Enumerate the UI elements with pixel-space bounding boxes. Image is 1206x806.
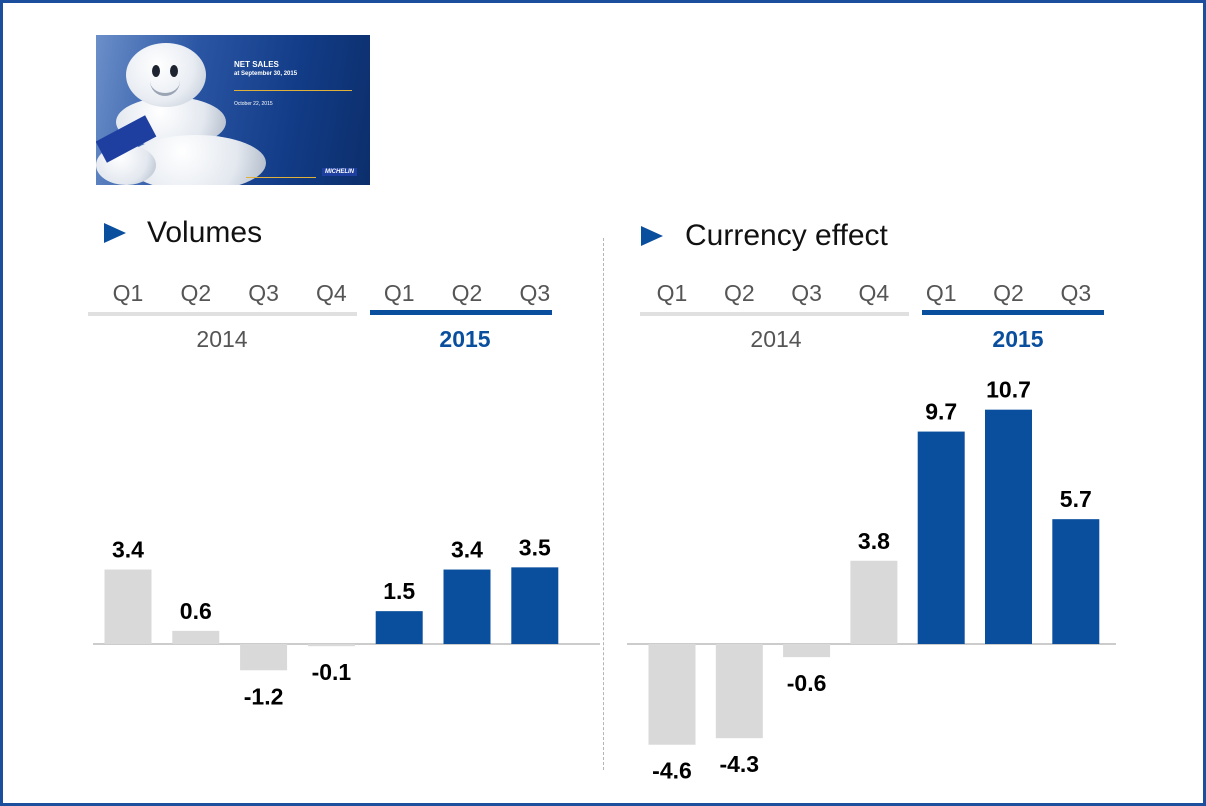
volumes-bar bbox=[511, 567, 559, 644]
currency-data-label: -4.3 bbox=[719, 751, 759, 777]
thumbnail-date: October 22, 2015 bbox=[234, 101, 273, 107]
currency-bar bbox=[917, 431, 965, 644]
currency-quarter-label: Q2 bbox=[993, 280, 1024, 306]
mascot-head bbox=[126, 43, 206, 107]
currency-data-label: 5.7 bbox=[1060, 486, 1092, 512]
volumes-bar bbox=[240, 644, 288, 671]
panel-divider bbox=[603, 238, 604, 770]
currency-bar bbox=[648, 644, 696, 745]
currency-bar bbox=[715, 644, 763, 739]
currency-quarter-label: Q1 bbox=[926, 280, 957, 306]
currency-year-label: 2015 bbox=[992, 326, 1043, 352]
volumes-quarter-label: Q2 bbox=[180, 280, 211, 306]
currency-data-label: -0.6 bbox=[787, 670, 827, 696]
currency-year-underline-2015 bbox=[922, 310, 1104, 315]
volumes-data-label: 3.4 bbox=[112, 537, 144, 563]
currency-title: Currency effect bbox=[685, 219, 888, 252]
volumes-bullet-icon bbox=[104, 223, 126, 243]
thumbnail-subtitle: at September 30, 2015 bbox=[234, 71, 298, 77]
volumes-year-underline-2014 bbox=[88, 312, 357, 316]
currency-data-label: -4.6 bbox=[652, 758, 692, 784]
currency-quarter-label: Q2 bbox=[724, 280, 755, 306]
volumes-quarter-label: Q1 bbox=[384, 280, 415, 306]
currency-bar bbox=[985, 409, 1032, 644]
volumes-data-label: -0.1 bbox=[312, 659, 352, 685]
currency-quarter-label: Q3 bbox=[791, 280, 822, 306]
currency-bar bbox=[850, 560, 898, 644]
mascot-smile bbox=[150, 81, 180, 96]
volumes-bar bbox=[443, 569, 491, 644]
volumes-data-label: 3.4 bbox=[451, 537, 483, 563]
currency-data-label: 10.7 bbox=[986, 377, 1031, 403]
volumes-quarter-label: Q3 bbox=[519, 280, 550, 306]
volumes-year-label: 2015 bbox=[439, 326, 490, 352]
currency-quarter-label: Q4 bbox=[859, 280, 890, 306]
mascot-eye bbox=[152, 65, 160, 77]
volumes-quarter-label: Q1 bbox=[113, 280, 144, 306]
currency-year-underline-2014 bbox=[640, 312, 909, 316]
currency-data-label: 3.8 bbox=[858, 528, 890, 554]
thumbnail-rule bbox=[234, 90, 352, 91]
cover-thumbnail: NET SALES at September 30, 2015 October … bbox=[96, 35, 370, 185]
volumes-quarter-label: Q2 bbox=[452, 280, 483, 306]
thumbnail-title: NET SALES bbox=[234, 60, 279, 69]
currency-bullet-icon bbox=[641, 226, 663, 246]
volumes-title: Volumes bbox=[147, 216, 263, 249]
volumes-quarter-label: Q3 bbox=[248, 280, 279, 306]
volumes-data-label: 1.5 bbox=[383, 578, 415, 604]
volumes-year-label: 2014 bbox=[196, 326, 247, 352]
currency-bar bbox=[783, 644, 831, 658]
volumes-data-label: 3.5 bbox=[519, 534, 551, 560]
currency-bar bbox=[1052, 519, 1100, 644]
michelin-logo: MICHELIN bbox=[322, 168, 357, 176]
volumes-year-underline-2015 bbox=[370, 310, 552, 315]
currency-quarter-label: Q1 bbox=[657, 280, 688, 306]
currency-data-label: 9.7 bbox=[925, 399, 957, 425]
currency-year-label: 2014 bbox=[750, 326, 801, 352]
volumes-bar bbox=[172, 630, 220, 644]
volumes-bar bbox=[104, 569, 152, 644]
currency-quarter-label: Q3 bbox=[1060, 280, 1091, 306]
thumbnail-rule bbox=[246, 177, 316, 178]
volumes-data-label: -1.2 bbox=[244, 683, 284, 709]
mascot-eye bbox=[170, 65, 178, 77]
volumes-bar bbox=[375, 611, 423, 644]
volumes-data-label: 0.6 bbox=[180, 598, 212, 624]
volumes-quarter-label: Q4 bbox=[316, 280, 347, 306]
volumes-bar bbox=[307, 644, 355, 647]
